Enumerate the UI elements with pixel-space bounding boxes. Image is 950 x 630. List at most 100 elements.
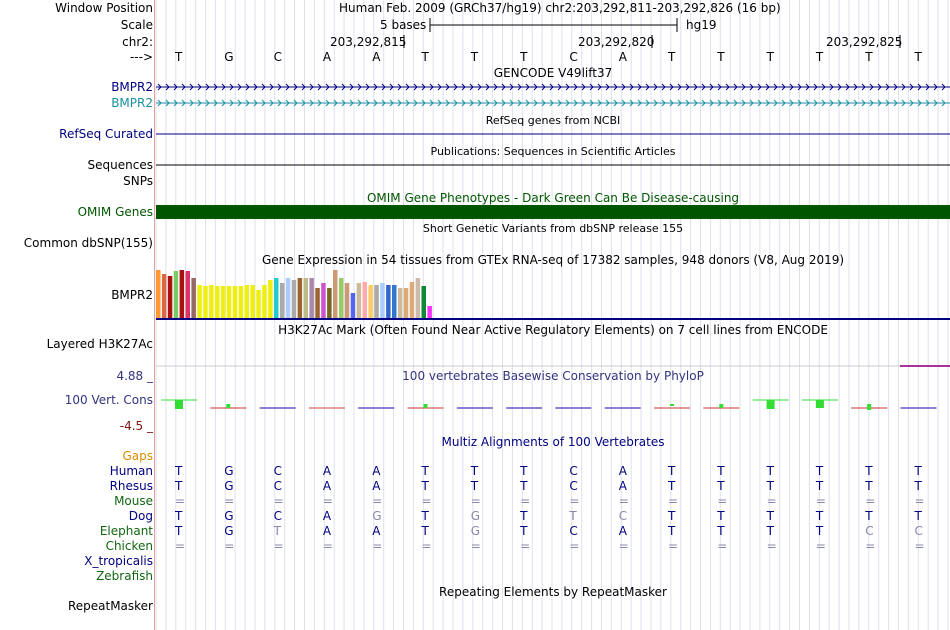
gencode-gene-1-chevron	[829, 83, 834, 91]
gencode-gene-2-chevron	[445, 99, 450, 107]
gencode-gene-2-chevron	[453, 99, 458, 107]
gtex-bar-4	[179, 270, 185, 318]
gencode-gene-2-chevron	[181, 99, 186, 107]
gencode-gene-1-chevron	[461, 83, 466, 91]
gencode-gene-1-chevron	[541, 83, 546, 91]
gencode-gene-2-chevron	[509, 99, 514, 107]
rmsk-label[interactable]: RepeatMasker	[67, 599, 153, 613]
strand-label: --->	[129, 50, 153, 64]
align-base: =	[273, 494, 284, 508]
gencode-gene-2-chevron	[157, 99, 162, 107]
gencode-gene-1-chevron	[533, 83, 538, 91]
align-base: =	[865, 494, 876, 508]
species-label-human[interactable]: Human	[109, 464, 153, 478]
gencode-gene-2-chevron	[245, 99, 250, 107]
cons-title: 100 vertebrates Basewise Conservation by…	[402, 369, 704, 383]
gencode-gene-2-chevron	[557, 99, 562, 107]
align-base: T	[175, 479, 183, 493]
species-label-rhesus[interactable]: Rhesus	[109, 479, 153, 493]
gencode-gene-2-chevron	[877, 99, 882, 107]
species-label-dog[interactable]: Dog	[128, 509, 153, 523]
species-label-zebrafish[interactable]: Zebrafish	[96, 569, 153, 583]
h3k27-label[interactable]: Layered H3K27Ac	[46, 337, 153, 351]
base-0: T	[175, 50, 183, 64]
gencode-gene-1-chevron	[669, 83, 674, 91]
gencode-gene-1-chevron	[205, 83, 210, 91]
species-label-gaps[interactable]: Gaps	[122, 449, 153, 463]
cons-label[interactable]: 100 Vert. Cons	[64, 393, 153, 407]
gencode-gene-1-chevron	[309, 83, 314, 91]
gencode-gene-2-chevron	[789, 99, 794, 107]
align-base: =	[322, 539, 333, 553]
gtex-bar-0	[156, 270, 161, 318]
gencode-gene-2-chevron	[517, 99, 522, 107]
scale-assembly: hg19	[686, 18, 717, 32]
align-base: T	[421, 479, 429, 493]
align-base: G	[470, 509, 481, 523]
align-base: =	[618, 539, 629, 553]
gencode-gene-2-chevron	[293, 99, 298, 107]
gencode-gene-2-chevron	[613, 99, 618, 107]
species-label-mouse[interactable]: Mouse	[114, 494, 153, 508]
species-label-chicken[interactable]: Chicken	[105, 539, 153, 553]
align-base: T	[766, 509, 774, 523]
label-divider	[154, 0, 155, 630]
coord-label-3: 203,292,825	[826, 35, 903, 49]
align-base: C	[865, 524, 874, 538]
base-4: A	[372, 50, 381, 64]
gencode-gene-1-chevron	[709, 83, 714, 91]
gencode-gene-1-chevron	[773, 83, 778, 91]
refseq-label[interactable]: RefSeq Curated	[59, 127, 153, 141]
align-base: T	[865, 509, 873, 523]
align-base: G	[372, 509, 382, 523]
align-base: T	[175, 464, 183, 478]
gencode-gene-1-chevron	[645, 83, 650, 91]
gencode-gene-2-chevron	[909, 99, 914, 107]
snps-label[interactable]: SNPs	[123, 174, 153, 188]
gencode-gene-1-chevron	[845, 83, 850, 91]
gencode-gene-2-chevron	[869, 99, 874, 107]
gencode-gene-1-chevron	[765, 83, 770, 91]
gtex-bar-41	[397, 288, 403, 318]
gencode-gene-1-chevron	[269, 83, 274, 91]
gencode-gene-2-chevron	[549, 99, 554, 107]
gtex-bar-21	[279, 283, 285, 318]
omim-label[interactable]: OMIM Genes	[77, 205, 153, 219]
refseq-title: RefSeq genes from NCBI	[485, 114, 621, 127]
species-label-elephant[interactable]: Elephant	[99, 524, 153, 538]
gencode-gene-1-chevron	[749, 83, 754, 91]
gencode-gene-2-chevron	[253, 99, 258, 107]
gencode-gene-1-chevron	[605, 83, 610, 91]
gencode-gene-2-chevron	[861, 99, 866, 107]
align-base: T	[766, 524, 774, 538]
gencode-gene-label-2[interactable]: BMPR2	[111, 96, 153, 110]
base-8: C	[569, 50, 578, 64]
gencode-gene-1-chevron	[437, 83, 442, 91]
gencode-gene-2-chevron	[277, 99, 282, 107]
gencode-gene-1-chevron	[181, 83, 186, 91]
gencode-gene-label-1[interactable]: BMPR2	[111, 80, 153, 94]
gencode-gene-2-chevron	[629, 99, 634, 107]
gencode-gene-1-chevron	[821, 83, 826, 91]
align-base: A	[618, 524, 627, 538]
gtex-bar-40	[392, 285, 397, 318]
gencode-gene-2-chevron	[685, 99, 690, 107]
gencode-gene-2-chevron	[933, 99, 938, 107]
align-base: T	[668, 479, 676, 493]
species-label-x_tropicalis[interactable]: X_tropicalis	[84, 554, 153, 568]
base-1: G	[224, 50, 234, 64]
gtex-label[interactable]: BMPR2	[111, 288, 153, 302]
gencode-gene-1-chevron	[301, 83, 306, 91]
gtex-bar-43	[409, 282, 415, 318]
gencode-gene-2-chevron	[581, 99, 586, 107]
align-base: =	[668, 539, 679, 553]
pubs-label[interactable]: Sequences	[87, 158, 153, 172]
align-base: C	[273, 464, 282, 478]
gencode-gene-2-chevron	[485, 99, 490, 107]
gencode-gene-1-chevron	[573, 83, 578, 91]
gtex-bar-29	[327, 288, 332, 318]
align-base: G	[224, 524, 234, 538]
gencode-gene-1-chevron	[885, 83, 890, 91]
dbsnp-label[interactable]: Common dbSNP(155)	[23, 236, 153, 250]
gencode-gene-1-chevron	[357, 83, 362, 91]
